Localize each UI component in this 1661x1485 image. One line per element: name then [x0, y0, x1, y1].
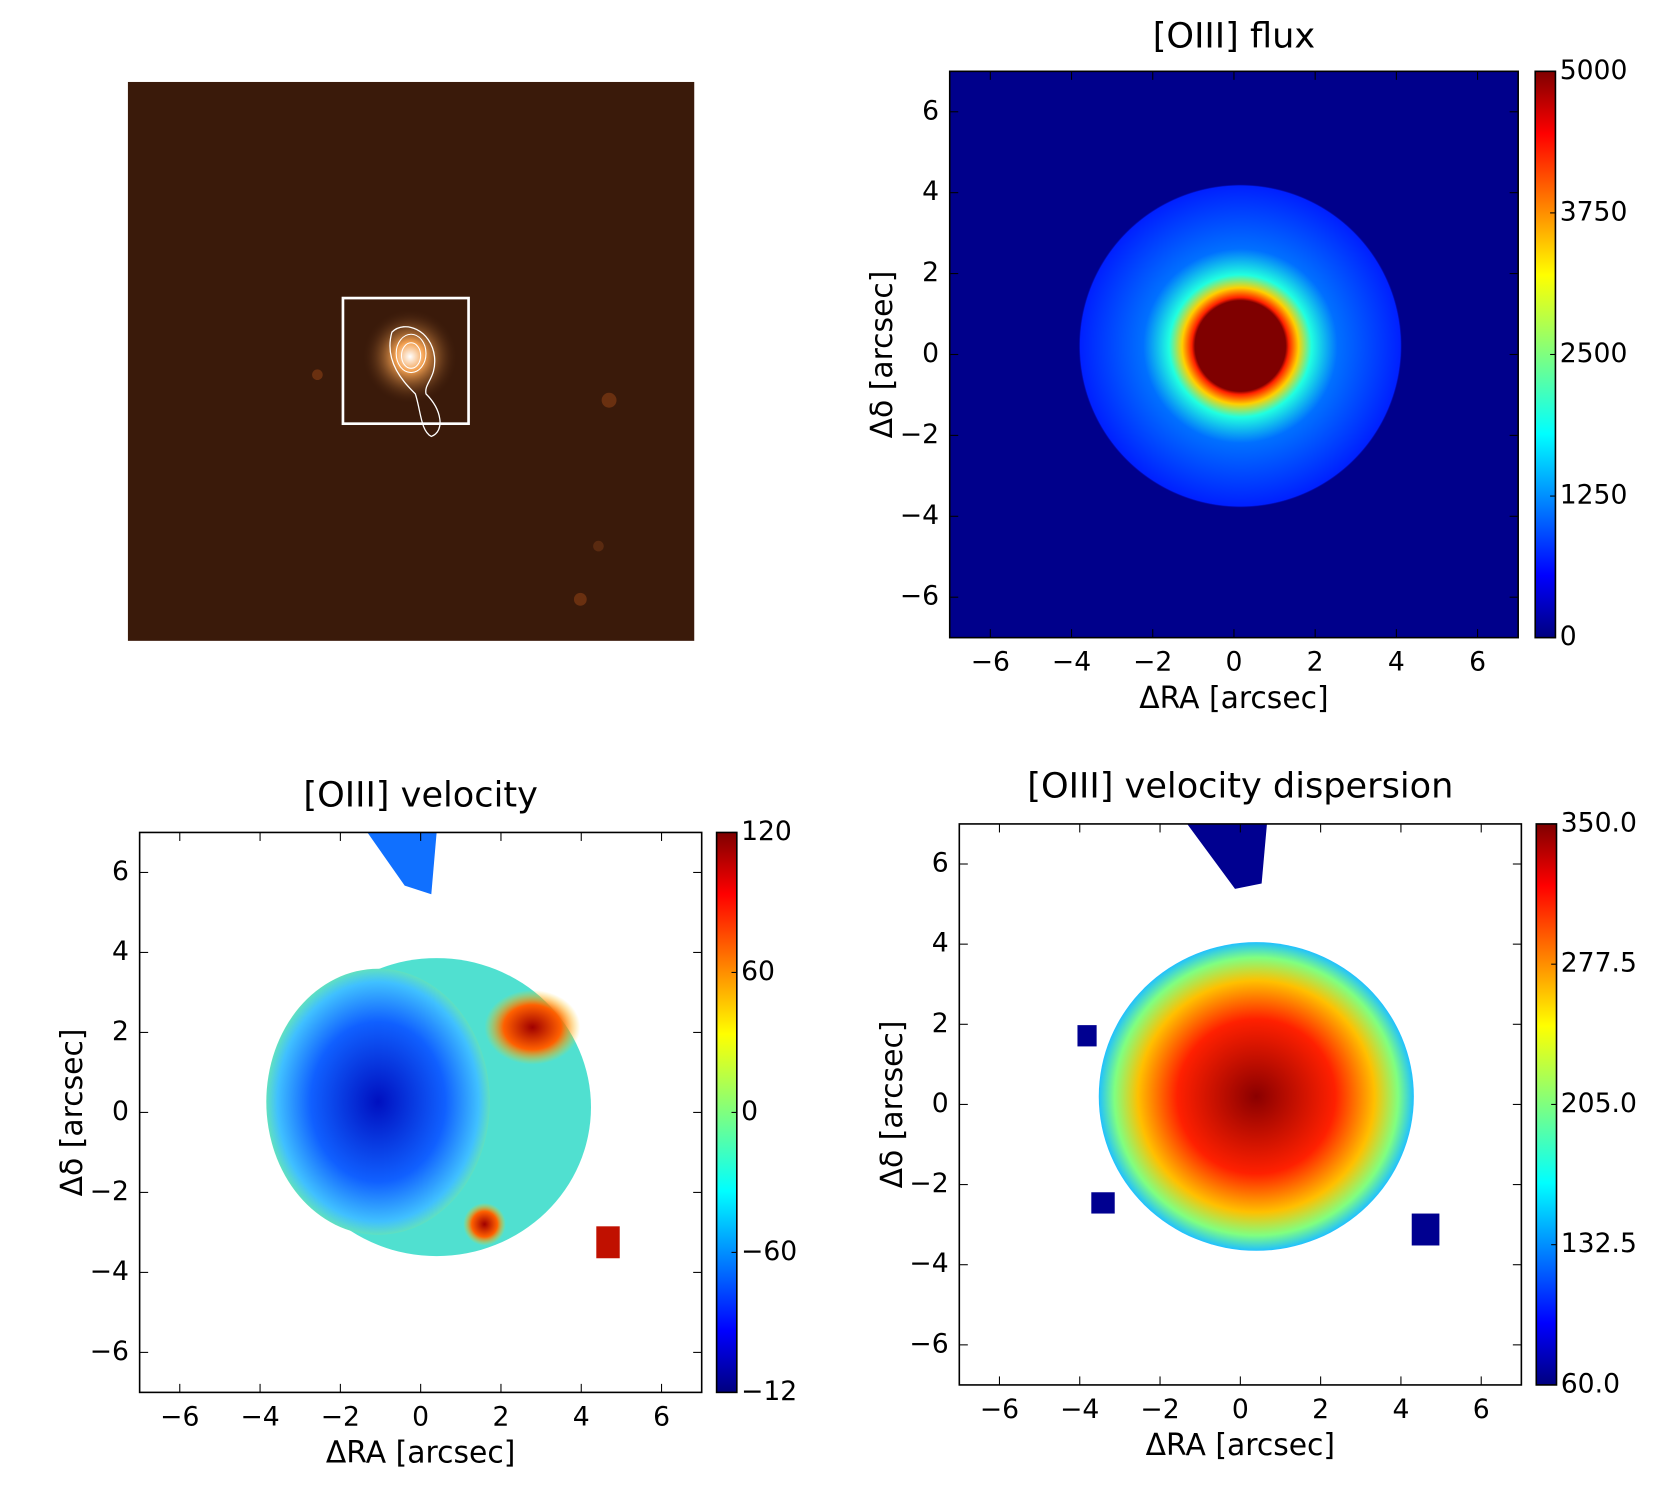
x-tick-label: 2 — [492, 1401, 509, 1432]
colorbar-tick-label: −60 — [741, 1236, 797, 1267]
dispersion-map — [959, 823, 1522, 1385]
x-tick-label: 0 — [1225, 647, 1242, 678]
x-tick-label: −6 — [160, 1401, 199, 1432]
x-axis-label: ΔRA [arcsec] — [326, 1436, 515, 1471]
y-tick-label: 0 — [932, 1088, 949, 1119]
velocity-map — [139, 832, 702, 1393]
flux-map — [949, 71, 1519, 638]
colorbar-tick-label: 60.0 — [1561, 1368, 1620, 1399]
x-tick-label: 0 — [1232, 1394, 1249, 1425]
x-tick-label: −4 — [1060, 1394, 1099, 1425]
y-tick-label: −2 — [909, 1168, 948, 1199]
x-tick-label: 6 — [1469, 647, 1486, 678]
y-tick-label: 0 — [112, 1096, 129, 1127]
y-tick-label: −2 — [900, 419, 939, 450]
x-tick-label: 6 — [653, 1401, 670, 1432]
colorbar-tick-label: 0 — [741, 1096, 758, 1127]
x-tick-label: −2 — [1133, 647, 1172, 678]
y-tick-label: 6 — [112, 856, 129, 887]
y-tick-label: 2 — [932, 1008, 949, 1039]
y-tick-label: −4 — [909, 1248, 948, 1279]
colorbar-tick-label: 205.0 — [1561, 1088, 1637, 1119]
y-tick-label: 0 — [922, 338, 939, 369]
colorbar-tick-label: −12 — [741, 1376, 797, 1407]
x-tick-label: −6 — [971, 647, 1010, 678]
x-tick-label: 6 — [1473, 1394, 1490, 1425]
colorbar-tick-label: 3750 — [1560, 196, 1628, 227]
chart-title: [OIII] velocity dispersion — [1027, 766, 1453, 807]
x-tick-label: 4 — [573, 1401, 590, 1432]
x-tick-label: 2 — [1307, 647, 1324, 678]
colorbar-tick-label: 5000 — [1560, 55, 1628, 86]
x-tick-label: −4 — [1052, 647, 1091, 678]
x-axis-label: ΔRA [arcsec] — [1139, 681, 1328, 716]
x-tick-label: −4 — [240, 1401, 279, 1432]
x-tick-label: −2 — [1140, 1394, 1179, 1425]
sky-image — [127, 81, 695, 641]
y-tick-label: 6 — [932, 848, 949, 879]
colorbar-tick-label: 1250 — [1560, 480, 1628, 511]
colorbar-tick-label: 120 — [741, 816, 792, 847]
x-tick-label: 0 — [412, 1401, 429, 1432]
colorbar-tick-label: 277.5 — [1561, 948, 1637, 979]
y-tick-label: −6 — [909, 1328, 948, 1359]
y-tick-label: 2 — [112, 1016, 129, 1047]
colorbar-tick-label: 0 — [1560, 621, 1577, 652]
y-tick-label: 2 — [922, 257, 939, 288]
colorbar-tick-label: 132.5 — [1561, 1228, 1637, 1259]
chart-title: [OIII] flux — [1153, 15, 1315, 56]
y-tick-label: −4 — [90, 1256, 129, 1287]
x-tick-label: 4 — [1388, 647, 1405, 678]
y-tick-label: −2 — [90, 1176, 129, 1207]
y-tick-label: 4 — [922, 176, 939, 207]
x-axis-label: ΔRA [arcsec] — [1146, 1428, 1335, 1463]
y-axis-label: Δδ [arcsec] — [875, 1021, 910, 1189]
colorbar-tick-label: 2500 — [1560, 338, 1628, 369]
x-tick-label: −6 — [980, 1394, 1019, 1425]
x-tick-label: 4 — [1392, 1394, 1409, 1425]
colorbar-tick-label: 60 — [741, 956, 775, 987]
y-tick-label: 6 — [922, 95, 939, 126]
y-tick-label: −4 — [900, 500, 939, 531]
y-axis-label: Δδ [arcsec] — [865, 271, 900, 439]
x-tick-label: −2 — [321, 1401, 360, 1432]
chart-title: [OIII] velocity — [303, 774, 537, 815]
y-tick-label: −6 — [90, 1336, 129, 1367]
y-tick-label: 4 — [932, 928, 949, 959]
x-tick-label: 2 — [1312, 1394, 1329, 1425]
y-axis-label: Δδ [arcsec] — [55, 1029, 90, 1197]
colorbar-tick-label: 350.0 — [1561, 807, 1637, 838]
y-tick-label: −6 — [900, 581, 939, 612]
y-tick-label: 4 — [112, 936, 129, 967]
